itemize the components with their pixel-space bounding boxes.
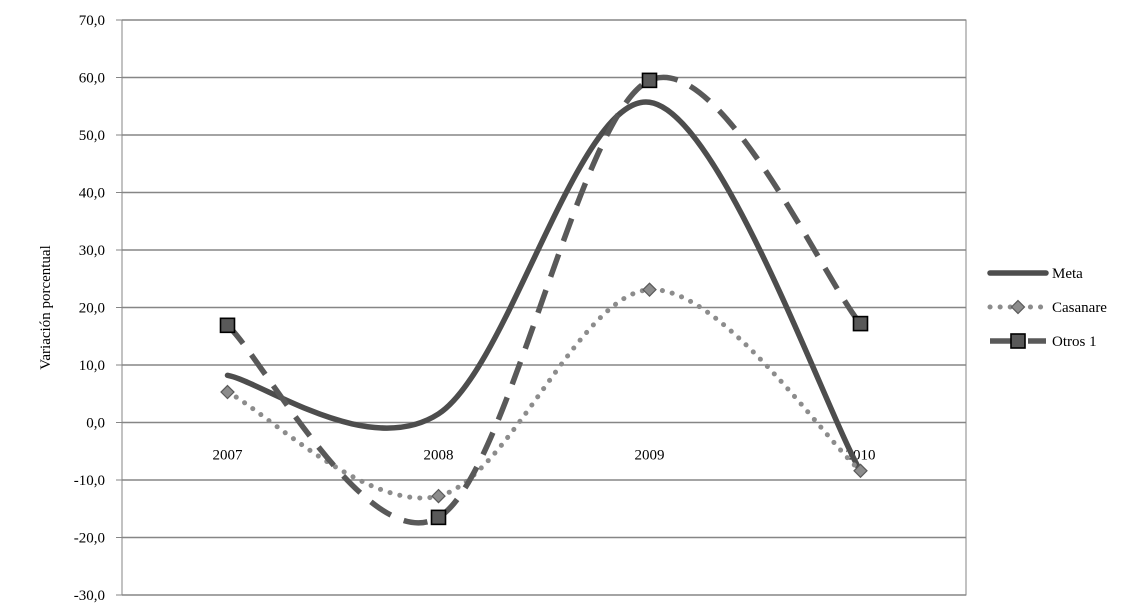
data-point-marker — [852, 315, 869, 332]
y-axis-label: Variación porcentual — [38, 245, 54, 370]
y-tick-label: -20,0 — [74, 531, 105, 547]
y-tick-label: -30,0 — [74, 588, 105, 603]
y-tick-label: 50,0 — [79, 128, 105, 144]
x-tick-label: 2007 — [213, 448, 244, 464]
data-point-marker — [1010, 299, 1026, 315]
data-point-marker — [219, 317, 236, 334]
legend-item: Otros 1 — [990, 333, 1097, 350]
series-casanare — [220, 282, 868, 504]
series-line — [225, 287, 863, 501]
y-tick-label: 70,0 — [79, 13, 105, 29]
y-tick-label: 60,0 — [79, 71, 105, 87]
data-point-marker — [642, 282, 657, 298]
y-tick-label: 30,0 — [79, 243, 105, 259]
y-tick-label: 20,0 — [79, 301, 105, 317]
series-meta — [224, 99, 864, 475]
data-point-marker — [431, 488, 446, 504]
y-tick-label: 0,0 — [86, 416, 105, 432]
data-point-marker — [430, 509, 447, 526]
series-otros-1 — [219, 72, 869, 526]
x-tick-label: 2008 — [424, 448, 454, 464]
plot-area-frame — [121, 19, 967, 596]
y-tick-label: -10,0 — [74, 473, 105, 489]
data-point-marker — [853, 463, 868, 479]
data-point-marker — [1010, 333, 1026, 349]
legend-label: Otros 1 — [1052, 334, 1097, 350]
series-line — [225, 74, 863, 526]
legend-item: Casanare — [987, 299, 1107, 316]
legend-label: Meta — [1052, 266, 1083, 282]
legend-label: Casanare — [1052, 300, 1107, 316]
series-line — [224, 99, 864, 475]
data-point-marker — [220, 384, 235, 400]
data-point-marker — [641, 72, 658, 89]
legend: Meta Casanare Otros 1 — [987, 266, 1107, 350]
y-tick-label: 40,0 — [79, 186, 105, 202]
x-tick-label: 2009 — [635, 448, 665, 464]
legend-item: Meta — [987, 266, 1083, 282]
y-tick-label: 10,0 — [79, 358, 105, 374]
series-lines — [219, 72, 869, 526]
y-axis-tick-labels: -30,0 -20,0 -10,0 0,0 10,0 20,0 30,0 40,0 50,0 60… — [74, 13, 105, 603]
